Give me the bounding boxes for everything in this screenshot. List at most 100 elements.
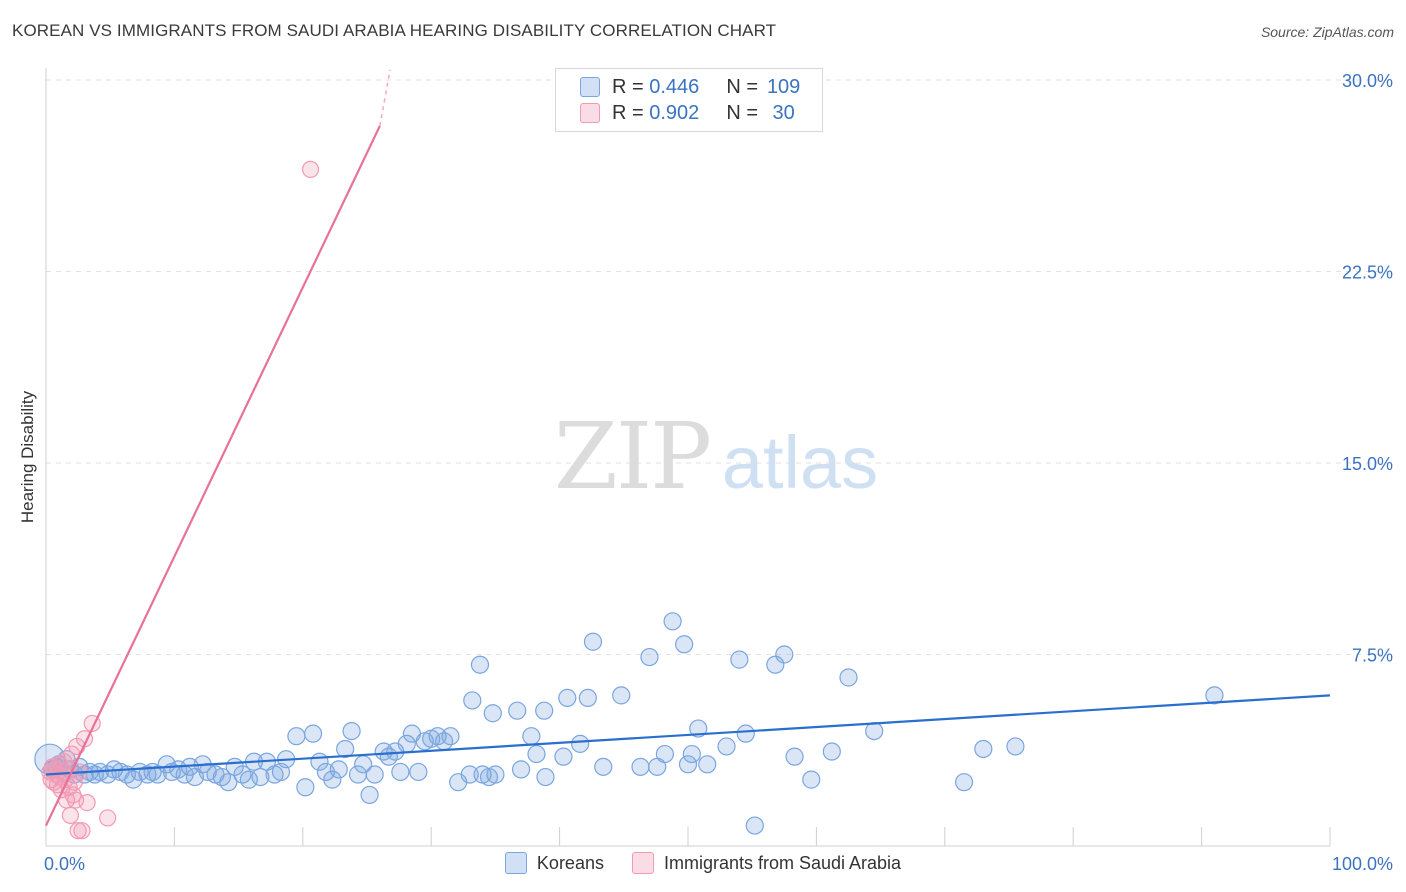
legend-n-value: 30 <box>772 101 795 124</box>
tick-labels: 7.5% 15.0% 22.5% 30.0% 0.0% 100.0% <box>44 71 1393 874</box>
watermark-zip: ZIP <box>554 403 710 510</box>
korean-point <box>336 739 355 759</box>
y-tick-label: 30.0% <box>1342 71 1393 91</box>
korean-point <box>303 724 323 743</box>
korean-point <box>409 762 428 782</box>
watermark-atlas: atlas <box>722 421 878 504</box>
saudi-point <box>69 822 87 840</box>
korean-point <box>486 765 505 784</box>
legend-r-value: 0.902 <box>649 101 700 124</box>
saudi-point <box>99 809 117 827</box>
korean-point <box>802 770 821 789</box>
korean-point <box>391 762 410 782</box>
y-tick-label: 22.5% <box>1342 263 1393 283</box>
korean-point <box>578 688 597 708</box>
axes <box>45 68 1331 847</box>
bottom-legend-saudi: Immigrants from Saudi Arabia <box>631 852 902 874</box>
korean-point <box>365 765 384 784</box>
korean-point <box>148 765 167 784</box>
korean-point <box>251 767 270 787</box>
korean-point <box>441 727 460 746</box>
korean-point <box>138 765 157 784</box>
korean-point <box>717 737 736 756</box>
koreans-points <box>34 612 1224 835</box>
saudi-points <box>41 160 320 840</box>
korean-point <box>527 744 546 764</box>
source-label: Source: ZipAtlas.com <box>1260 24 1394 40</box>
korean-point <box>594 757 613 776</box>
korean-point <box>342 721 361 741</box>
korean-point <box>766 655 785 674</box>
korean-point <box>736 724 755 743</box>
korean-point <box>689 719 708 738</box>
legend-row-koreans: R = 0.446 N = 109 <box>580 75 804 99</box>
y-tick-label: 7.5% <box>1352 646 1393 666</box>
korean-point <box>785 747 804 766</box>
korean-point <box>663 612 682 631</box>
korean-point <box>1006 737 1025 756</box>
korean-point <box>571 734 590 753</box>
saudi-point <box>78 793 96 812</box>
koreans-trend-line <box>45 694 1331 776</box>
korean-point <box>296 778 315 797</box>
korean-point <box>558 688 577 708</box>
korean-point <box>460 765 479 784</box>
saudi-point <box>61 806 79 824</box>
bottom-legend: Koreans Immigrants from Saudi Arabia <box>0 852 1406 874</box>
korean-point <box>1205 686 1224 705</box>
bottom-legend-label: Immigrants from Saudi Arabia <box>663 852 902 873</box>
korean-point <box>508 701 527 720</box>
korean-point <box>974 739 993 759</box>
legend-swatch-pink <box>580 103 600 123</box>
korean-point <box>470 655 490 674</box>
korean-point <box>463 691 482 710</box>
korean-point <box>536 767 555 787</box>
y-axis-label: Hearing Disability <box>18 390 37 523</box>
trend-lines <box>45 69 1331 827</box>
korean-point <box>631 757 650 776</box>
legend-n-label: N = <box>726 75 759 98</box>
korean-point <box>612 686 631 705</box>
korean-point <box>329 760 348 779</box>
x-tick-label: 0.0% <box>44 854 85 874</box>
bottom-legend-koreans: Koreans <box>504 852 604 874</box>
korean-point <box>640 647 659 667</box>
korean-point <box>698 755 717 774</box>
korean-point <box>511 760 531 779</box>
korean-point <box>745 816 764 835</box>
korean-point <box>865 721 884 741</box>
saudi-point <box>301 160 320 178</box>
korean-point <box>583 632 603 651</box>
korean-point <box>675 635 694 654</box>
chart-title: KOREAN VS IMMIGRANTS FROM SAUDI ARABIA H… <box>12 21 777 40</box>
korean-point <box>360 785 379 805</box>
korean-point <box>775 645 794 664</box>
korean-point <box>239 770 258 789</box>
legend: R = 0.446 N = 109 R = 0.902 N = 30 <box>555 68 823 132</box>
korean-point <box>655 744 674 764</box>
korean-point <box>730 650 749 669</box>
saudi-trend-line <box>45 125 381 827</box>
korean-point <box>554 747 573 766</box>
korean-point <box>839 668 858 687</box>
korean-point <box>682 744 701 764</box>
korean-point <box>323 770 342 789</box>
legend-swatch-blue <box>580 77 600 97</box>
saudi-trend-extension <box>379 69 391 127</box>
x-tick-label: 100.0% <box>1332 854 1393 874</box>
korean-point <box>678 755 698 774</box>
legend-r-value: 0.446 <box>649 75 700 98</box>
watermark: ZIP atlas <box>554 403 878 510</box>
legend-r-label: R = <box>612 101 644 124</box>
legend-row-saudi: R = 0.902 N = 30 <box>580 101 804 125</box>
legend-n-value: 109 <box>766 75 801 98</box>
korean-point <box>522 727 541 746</box>
legend-r-label: R = <box>612 75 644 98</box>
y-tick-label: 15.0% <box>1342 454 1393 474</box>
bottom-legend-swatch-pink <box>631 852 654 874</box>
korean-point <box>954 773 974 792</box>
bottom-legend-label: Koreans <box>536 852 604 873</box>
bottom-legend-swatch-blue <box>504 852 527 874</box>
korean-point <box>219 773 238 792</box>
